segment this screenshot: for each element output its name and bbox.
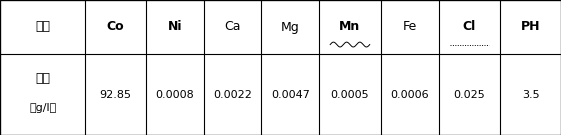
Text: （g/l）: （g/l） [29, 103, 56, 113]
Text: Mn: Mn [339, 21, 361, 33]
Text: 0.0008: 0.0008 [155, 90, 194, 99]
Text: 0.0022: 0.0022 [213, 90, 252, 99]
Text: Mg: Mg [281, 21, 300, 33]
Text: 92.85: 92.85 [100, 90, 132, 99]
Text: 0.0006: 0.0006 [390, 90, 429, 99]
Text: Ni: Ni [168, 21, 182, 33]
Text: Fe: Fe [403, 21, 417, 33]
Text: 0.0047: 0.0047 [271, 90, 310, 99]
Text: 3.5: 3.5 [522, 90, 540, 99]
Text: Ca: Ca [224, 21, 241, 33]
Text: PH: PH [521, 21, 540, 33]
Text: 元素: 元素 [35, 21, 50, 33]
Text: 0.025: 0.025 [454, 90, 485, 99]
Text: Cl: Cl [463, 21, 476, 33]
Text: 含量: 含量 [35, 72, 50, 85]
Text: Co: Co [107, 21, 125, 33]
Text: 0.0005: 0.0005 [330, 90, 369, 99]
